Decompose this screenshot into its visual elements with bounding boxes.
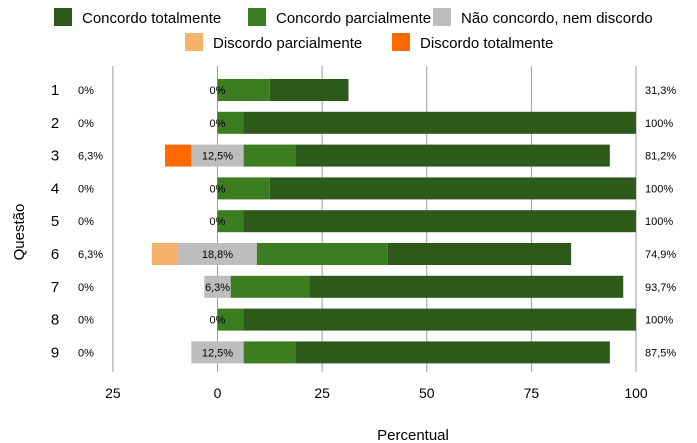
left-pct-label-5: 0% — [78, 216, 94, 228]
bar-q3-concordo-totalmente-pos — [295, 144, 610, 167]
bar-q7-concordo-totalmente-pos — [309, 275, 624, 298]
bar-q5-concordo-parcialmente-pos — [217, 210, 244, 233]
bar-q9-nao-concordo-nem-discordo-neg — [191, 341, 218, 364]
left-pct-label-9: 0% — [78, 347, 94, 359]
x-tick-label-1: 0 — [214, 385, 222, 401]
question-label-7: 7 — [51, 279, 59, 296]
bar-q1-concordo-parcialmente-pos — [217, 79, 270, 101]
legend-swatch-discordo-parcialmente — [185, 33, 203, 51]
bar-q3-nao-concordo-nem-discordo-neg — [191, 144, 218, 167]
left-pct-label-3: 6,3% — [78, 151, 103, 163]
right-pct-label-3: 81,2% — [645, 151, 676, 163]
question-label-5: 5 — [51, 213, 59, 230]
data-labels: 1 0% 0% 31,3% 2 0% 0% 100% 3 6,3% 12,5% 81,2% 4 0% 0% 1… — [51, 82, 677, 361]
bar-q6-concordo-parcialmente-pos — [256, 243, 388, 265]
question-label-4: 4 — [51, 180, 59, 197]
center-pct-label-9: 12,5% — [202, 347, 233, 359]
legend-swatch-discordo-totalmente — [392, 33, 410, 51]
x-tick-label-4: 75 — [524, 385, 540, 401]
center-pct-label-8: 0% — [210, 315, 226, 327]
legend-label-concordo-totalmente: Concordo totalmente — [82, 10, 221, 27]
bar-q7-concordo-parcialmente-pos — [230, 275, 310, 298]
bar-q3-discordo-totalmente-neg — [164, 144, 192, 167]
x-tick-label-0: 25 — [105, 385, 121, 401]
legend-label-discordo-parcialmente: Discordo parcialmente — [213, 35, 362, 52]
bar-q8-concordo-parcialmente-pos — [217, 308, 244, 331]
bars — [151, 79, 636, 364]
x-tick-label-5: 100 — [624, 385, 648, 401]
x-tick-label-2: 25 — [314, 385, 330, 401]
center-pct-label-1: 0% — [210, 85, 226, 97]
bar-q9-concordo-totalmente-pos — [295, 341, 610, 364]
bar-q3-nao-concordo-nem-discordo-pos — [217, 144, 244, 167]
center-pct-label-3: 12,5% — [202, 151, 233, 163]
bar-q1-concordo-totalmente-pos — [269, 79, 349, 101]
question-label-1: 1 — [51, 82, 59, 99]
question-label-6: 6 — [51, 246, 59, 263]
right-pct-label-6: 74,9% — [645, 249, 676, 261]
right-pct-label-1: 31,3% — [645, 85, 676, 97]
bar-q2-concordo-parcialmente-pos — [217, 111, 244, 134]
legend-swatch-nao-concordo-nem-discordo — [433, 8, 451, 26]
question-label-3: 3 — [51, 148, 59, 165]
center-pct-label-4: 0% — [210, 183, 226, 195]
x-axis-ticks: 25 0 25 50 75 100 — [105, 385, 648, 401]
legend-swatch-concordo-parcialmente — [248, 8, 266, 26]
center-pct-label-5: 0% — [210, 216, 226, 228]
right-pct-label-7: 93,7% — [645, 282, 676, 294]
legend-swatch-concordo-totalmente — [54, 8, 72, 26]
center-pct-label-7: 6,3% — [205, 282, 230, 294]
bar-q5-concordo-totalmente-pos — [243, 210, 636, 233]
legend-label-nao-concordo-nem-discordo: Não concordo, nem discordo — [461, 10, 653, 27]
bar-q6-discordo-parcialmente-neg — [151, 243, 179, 265]
bar-q3-concordo-parcialmente-pos — [243, 144, 296, 167]
question-label-2: 2 — [51, 115, 59, 132]
bar-q6-nao-concordo-nem-discordo-neg — [178, 243, 218, 265]
legend-label-concordo-parcialmente: Concordo parcialmente — [276, 10, 431, 27]
right-pct-label-5: 100% — [645, 216, 673, 228]
question-label-9: 9 — [51, 344, 59, 361]
right-pct-label-2: 100% — [645, 118, 673, 130]
x-tick-label-3: 50 — [419, 385, 435, 401]
right-pct-label-9: 87,5% — [645, 347, 676, 359]
bar-q4-concordo-parcialmente-pos — [217, 177, 270, 200]
bar-q9-concordo-parcialmente-pos — [243, 341, 296, 364]
question-label-8: 8 — [51, 312, 59, 329]
center-pct-label-6: 18,8% — [202, 249, 233, 261]
right-pct-label-4: 100% — [645, 183, 673, 195]
bar-q6-nao-concordo-nem-discordo-pos — [217, 243, 257, 265]
bar-q7-nao-concordo-nem-discordo-pos — [217, 275, 231, 298]
bar-q2-concordo-totalmente-pos — [243, 111, 636, 134]
bar-q9-nao-concordo-nem-discordo-pos — [217, 341, 244, 364]
left-pct-label-4: 0% — [78, 183, 94, 195]
left-pct-label-7: 0% — [78, 282, 94, 294]
center-pct-label-2: 0% — [210, 118, 226, 130]
legend-label-discordo-totalmente: Discordo totalmente — [420, 35, 553, 52]
x-axis-title: Percentual — [377, 427, 449, 443]
left-pct-label-2: 0% — [78, 118, 94, 130]
left-pct-label-1: 0% — [78, 85, 94, 97]
right-pct-label-8: 100% — [645, 315, 673, 327]
bar-q6-concordo-totalmente-pos — [387, 243, 572, 265]
y-axis-title: Questão — [11, 204, 28, 261]
bar-q4-concordo-totalmente-pos — [269, 177, 636, 200]
left-pct-label-6: 6,3% — [78, 249, 103, 261]
bar-q8-concordo-totalmente-pos — [243, 308, 636, 331]
bar-q7-nao-concordo-nem-discordo-neg — [204, 275, 218, 298]
left-pct-label-8: 0% — [78, 315, 94, 327]
legend: Concordo totalmente Concordo parcialmente… — [54, 8, 653, 52]
